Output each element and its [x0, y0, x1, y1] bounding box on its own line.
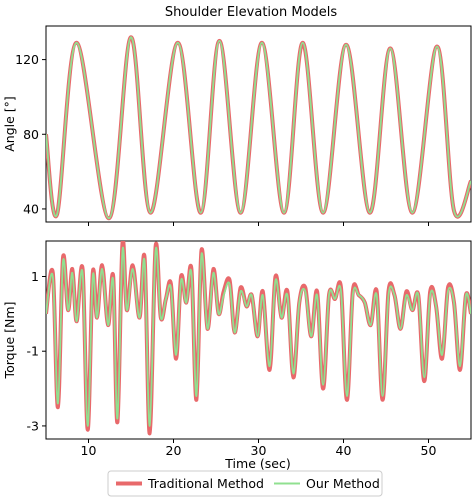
torque-panel-frame [45, 240, 472, 440]
legend-box [107, 470, 383, 497]
legend: Traditional Method Our Method [107, 470, 383, 497]
angle-ytick-label: 120 [15, 52, 39, 67]
x-axis-label: Time (sec) [224, 456, 290, 471]
torque-ytick-label: -1 [27, 344, 39, 359]
torque-ytick-label: -3 [27, 418, 39, 433]
angle-ytick-label: 40 [23, 201, 39, 216]
legend-label-ours: Our Method [306, 476, 380, 491]
angle-panel: 40 80 120 Angle [°] [2, 25, 472, 226]
xtick-label: 50 [421, 443, 437, 458]
torque-ylabel: Torque [Nm] [2, 302, 17, 380]
torque-series-traditional [46, 241, 471, 436]
torque-ytick-label: 1 [31, 269, 39, 284]
xtick-label: 40 [336, 443, 352, 458]
xtick-label: 30 [251, 443, 267, 458]
angle-series-ours [46, 36, 471, 220]
xtick-label: 20 [166, 443, 182, 458]
angle-ylabel: Angle [°] [2, 96, 17, 152]
xtick-label: 10 [81, 443, 97, 458]
chart-title: Shoulder Elevation Models [165, 5, 338, 20]
torque-panel: -3 -1 1 Torque [Nm] 10 20 30 40 50 Time (sec) [2, 240, 472, 471]
legend-label-traditional: Traditional Method [147, 476, 264, 491]
torque-series-ours [46, 246, 471, 427]
angle-ytick-label: 80 [23, 127, 39, 142]
